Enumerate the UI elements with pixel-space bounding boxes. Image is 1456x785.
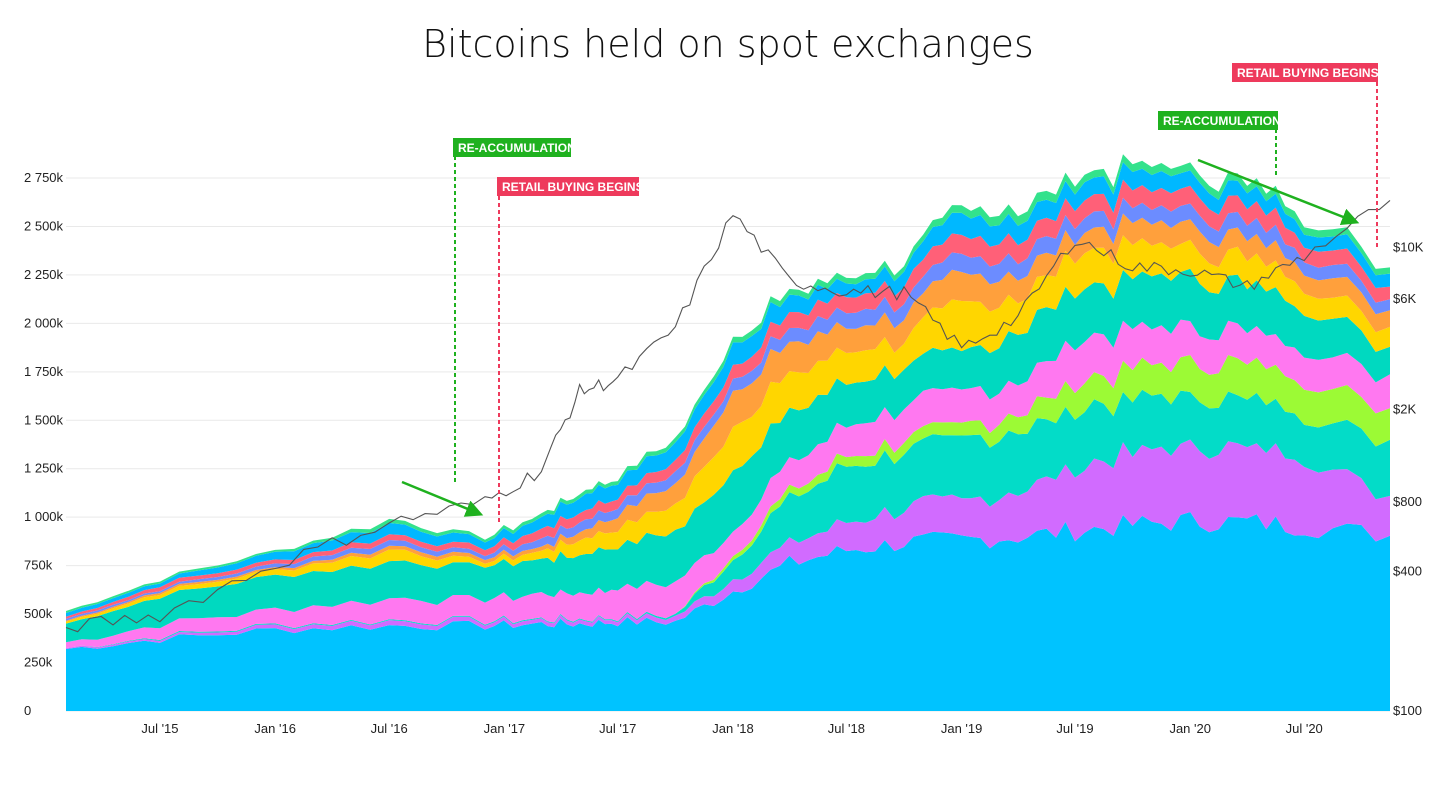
annotation-label: RE-ACCUMULATION [1163, 114, 1281, 128]
annotation-label: RETAIL BUYING BEGINS [502, 180, 644, 194]
annotations: RE-ACCUMULATION RETAIL BUYING BEGINS RE-AC… [401, 63, 1386, 522]
area-series-1 [66, 512, 1390, 711]
y-tick-label: 2 500k [24, 218, 64, 233]
y2-tick-label: $2K [1393, 402, 1416, 417]
x-tick-label: Jul '16 [371, 721, 408, 736]
area-series-4 [66, 355, 1390, 649]
x-tick-label: Jul '20 [1286, 721, 1323, 736]
price-line-group [65, 199, 1391, 633]
x-tick-label: Jan '17 [484, 721, 526, 736]
x-tick-label: Jan '20 [1169, 721, 1211, 736]
y-tick-label: 250k [24, 655, 53, 670]
area-series-3 [66, 389, 1390, 649]
area-series-6 [66, 268, 1390, 643]
y-axis-left: 0 250k 500k 750k 1 000k 1 250k 1 500k 1 750k 2 0… [24, 170, 64, 718]
annotation-box [453, 138, 571, 157]
annotation-arrow [401, 480, 484, 517]
x-tick-label: Jul '19 [1056, 721, 1093, 736]
x-tick-label: Jan '19 [941, 721, 983, 736]
y-tick-label: 500k [24, 606, 53, 621]
area-series-5 [66, 319, 1390, 649]
y-axis-right: $100 $400 $800 $2K $6K $10K [1393, 240, 1424, 718]
stacked-areas [66, 154, 1390, 711]
annotation-label: RE-ACCUMULATION [458, 141, 576, 155]
y-tick-label: 2 000k [24, 315, 64, 330]
x-tick-label: Jan '18 [712, 721, 754, 736]
area-series-2 [66, 439, 1390, 649]
y-tick-label: 2 250k [24, 267, 64, 282]
annotation-box [1232, 63, 1378, 82]
area-series-11 [66, 162, 1390, 617]
x-tick-label: Jul '18 [828, 721, 865, 736]
y2-tick-label: $800 [1393, 494, 1422, 509]
chart-title: Bitcoins held on spot exchanges [422, 22, 1034, 66]
annotation-box [1158, 111, 1278, 130]
x-tick-label: Jan '16 [254, 721, 296, 736]
annotation-arrow [1197, 158, 1360, 226]
price-line [65, 199, 1391, 633]
x-tick-label: Jul '15 [141, 721, 178, 736]
annotation-label: RETAIL BUYING BEGINS? [1237, 66, 1386, 80]
y-tick-label: 1 000k [24, 509, 64, 524]
y2-tick-label: $6K [1393, 291, 1416, 306]
y-tick-label: 1 500k [24, 412, 64, 427]
y-tick-label: 0 [24, 703, 31, 718]
y2-tick-label: $400 [1393, 564, 1422, 579]
x-tick-label: Jul '17 [599, 721, 636, 736]
y2-tick-label: $10K [1393, 240, 1424, 255]
y-tick-label: 1 250k [24, 461, 64, 476]
y-tick-label: 1 750k [24, 364, 64, 379]
annotation-box [497, 177, 639, 196]
area-series-8 [66, 213, 1390, 622]
y2-tick-label: $100 [1393, 703, 1422, 718]
y-tick-label: 2 750k [24, 170, 64, 185]
x-axis: Jul '15 Jan '16 Jul '16 Jan '17 Jul '17 Jan '… [141, 721, 1322, 736]
area-series-7 [66, 235, 1390, 624]
y-tick-label: 750k [24, 558, 53, 573]
